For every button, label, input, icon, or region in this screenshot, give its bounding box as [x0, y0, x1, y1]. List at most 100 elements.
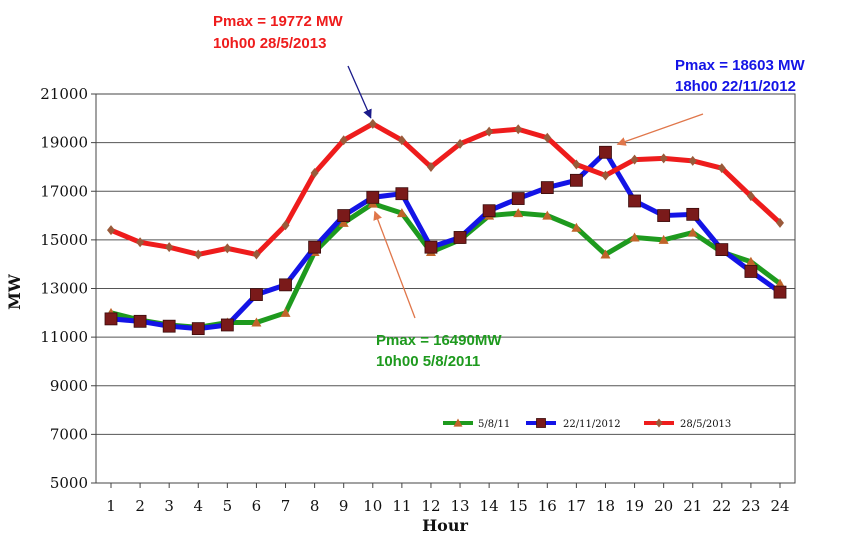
annotation-line1: Pmax = 16490MW [376, 332, 502, 349]
annotation-line2: 10h00 28/5/2013 [213, 35, 326, 52]
marker-square [569, 173, 583, 187]
marker-square [536, 418, 546, 428]
marker-square [424, 240, 438, 254]
series-22-11-2012 [104, 145, 787, 336]
marker-diamond [514, 124, 523, 135]
marker-square [628, 194, 641, 208]
marker-diamond [194, 249, 203, 260]
x-tick-label: 23 [741, 497, 760, 515]
x-tick-label: 24 [770, 497, 789, 515]
marker-diamond [630, 154, 639, 165]
x-axis-ticks: 1 2 3 4 5 6 7 8 9 10 11 12 13 14 15 16 17 18 19 20 21 22 23 24 [106, 483, 790, 515]
x-tick-label: 18 [596, 497, 615, 515]
marker-diamond [252, 249, 261, 260]
x-tick-label: 14 [480, 497, 499, 515]
marker-square [279, 278, 292, 292]
marker-diamond [543, 132, 552, 143]
marker-diamond [223, 243, 232, 254]
y-tick-label: 9000 [50, 377, 88, 395]
marker-diamond [368, 118, 377, 129]
marker-diamond [659, 153, 668, 164]
marker-diamond [397, 135, 406, 146]
y-tick-label: 11000 [40, 328, 88, 346]
x-tick-label: 22 [712, 497, 731, 515]
marker-diamond [310, 168, 319, 179]
x-tick-label: 21 [683, 497, 702, 515]
marker-triangle [280, 307, 291, 317]
annotation-3: Pmax = 16490MW 10h00 5/8/2011 [373, 210, 502, 370]
annotation-arrow [373, 210, 416, 319]
annotation-line2: 10h00 5/8/2011 [376, 353, 480, 370]
marker-triangle [571, 222, 582, 232]
annotation-line1: Pmax = 19772 MW [213, 13, 343, 30]
marker-triangle [658, 234, 669, 244]
y-tick-label: 13000 [40, 280, 88, 298]
marker-triangle [453, 418, 463, 427]
x-tick-label: 4 [193, 497, 203, 515]
marker-square [453, 231, 467, 244]
marker-square [395, 187, 409, 201]
data-series [104, 118, 787, 336]
marker-diamond [165, 242, 174, 253]
marker-diamond [688, 155, 697, 166]
marker-triangle [600, 249, 611, 259]
annotations: Pmax = 19772 MW 10h00 28/5/2013 Pmax = 186… [213, 13, 805, 370]
marker-square [250, 288, 263, 301]
marker-square [308, 240, 322, 254]
marker-triangle [745, 256, 756, 266]
marker-square [657, 209, 671, 222]
x-tick-label: 5 [223, 497, 233, 515]
marker-diamond [601, 170, 610, 181]
annotation-line1: Pmax = 18603 MW [675, 57, 805, 74]
annotation-1: Pmax = 19772 MW 10h00 28/5/2013 [213, 13, 372, 119]
y-tick-label: 21000 [40, 85, 88, 103]
y-axis-title: MW [5, 273, 24, 310]
marker-diamond [281, 220, 290, 231]
marker-diamond [426, 161, 435, 172]
marker-triangle [629, 232, 640, 242]
legend-label: 28/5/2013 [680, 419, 731, 430]
marker-diamond [107, 225, 115, 236]
x-tick-label: 8 [310, 497, 320, 515]
y-tick-label: 19000 [40, 134, 88, 152]
marker-square [220, 318, 234, 332]
y-tick-label: 17000 [40, 182, 88, 200]
x-tick-label: 16 [538, 497, 557, 515]
y-tick-label: 7000 [50, 425, 88, 443]
x-tick-label: 2 [135, 497, 145, 515]
marker-square [540, 181, 554, 195]
x-tick-label: 13 [450, 497, 469, 515]
marker-square [191, 322, 205, 336]
legend-label: 22/11/2012 [563, 419, 621, 430]
marker-triangle [251, 317, 262, 327]
x-tick-label: 3 [164, 497, 174, 515]
marker-diamond [456, 138, 465, 149]
marker-triangle [396, 208, 407, 218]
marker-square [511, 192, 525, 205]
marker-triangle [687, 227, 698, 237]
marker-square [773, 285, 787, 299]
marker-square [599, 145, 612, 159]
x-tick-label: 19 [625, 497, 644, 515]
marker-square [744, 265, 758, 278]
legend-label: 5/8/11 [478, 419, 510, 430]
marker-diamond [136, 237, 145, 248]
annotation-line2: 18h00 22/11/2012 [675, 78, 796, 95]
x-tick-label: 9 [339, 497, 349, 515]
x-tick-label: 1 [106, 497, 116, 515]
marker-square [133, 314, 147, 328]
annotation-arrow [347, 65, 372, 119]
legend: 5/8/11 22/11/2012 28/5/2013 [443, 418, 731, 430]
marker-diamond [717, 163, 726, 174]
x-tick-label: 11 [392, 497, 411, 515]
marker-square [686, 207, 700, 221]
marker-diamond [655, 418, 663, 428]
annotation-2: Pmax = 18603 MW 18h00 22/11/2012 [616, 57, 805, 146]
x-tick-label: 6 [252, 497, 262, 515]
x-tick-label: 10 [363, 497, 382, 515]
y-tick-label: 15000 [40, 231, 88, 249]
series-28-5-2013 [107, 118, 784, 260]
x-tick-label: 12 [421, 497, 440, 515]
